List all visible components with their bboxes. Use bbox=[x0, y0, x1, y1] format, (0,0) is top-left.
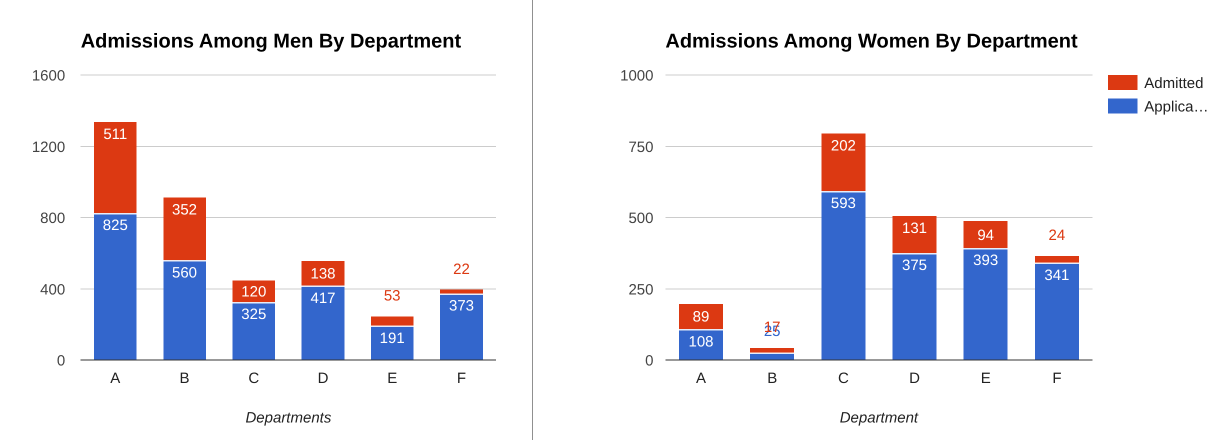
svg-text:B: B bbox=[179, 370, 189, 387]
svg-text:560: 560 bbox=[172, 264, 197, 281]
svg-text:Departments: Departments bbox=[245, 409, 331, 426]
svg-text:375: 375 bbox=[902, 257, 927, 274]
svg-text:120: 120 bbox=[241, 284, 266, 301]
svg-text:202: 202 bbox=[831, 138, 856, 155]
svg-text:94: 94 bbox=[977, 227, 994, 244]
svg-text:89: 89 bbox=[693, 309, 710, 326]
svg-text:Department: Department bbox=[840, 409, 919, 426]
svg-text:250: 250 bbox=[628, 281, 653, 298]
svg-text:393: 393 bbox=[973, 252, 998, 269]
svg-text:Admissions Among Men By Depart: Admissions Among Men By Department bbox=[81, 30, 462, 52]
svg-text:C: C bbox=[838, 370, 849, 387]
svg-text:191: 191 bbox=[380, 330, 405, 347]
svg-text:800: 800 bbox=[40, 210, 65, 227]
svg-text:1200: 1200 bbox=[32, 139, 65, 156]
svg-text:C: C bbox=[248, 370, 259, 387]
svg-text:593: 593 bbox=[831, 195, 856, 212]
svg-text:417: 417 bbox=[310, 290, 335, 307]
svg-text:131: 131 bbox=[902, 220, 927, 237]
svg-text:108: 108 bbox=[688, 333, 713, 350]
svg-text:F: F bbox=[1052, 370, 1061, 387]
svg-text:0: 0 bbox=[57, 353, 65, 370]
svg-text:138: 138 bbox=[310, 266, 335, 283]
svg-text:D: D bbox=[318, 370, 329, 387]
svg-text:750: 750 bbox=[628, 139, 653, 156]
svg-text:1600: 1600 bbox=[32, 68, 65, 85]
svg-text:A: A bbox=[110, 370, 120, 387]
svg-text:373: 373 bbox=[449, 298, 474, 315]
svg-text:825: 825 bbox=[103, 217, 128, 234]
svg-text:E: E bbox=[387, 370, 397, 387]
svg-text:25: 25 bbox=[764, 323, 781, 340]
svg-text:1000: 1000 bbox=[620, 68, 653, 85]
svg-text:500: 500 bbox=[628, 210, 653, 227]
svg-text:A: A bbox=[696, 370, 706, 387]
svg-text:511: 511 bbox=[103, 126, 127, 143]
svg-text:400: 400 bbox=[40, 281, 65, 298]
svg-text:17: 17 bbox=[764, 319, 781, 336]
svg-text:D: D bbox=[909, 370, 920, 387]
svg-text:341: 341 bbox=[1044, 267, 1069, 284]
svg-text:22: 22 bbox=[453, 261, 470, 278]
svg-text:E: E bbox=[981, 370, 991, 387]
svg-text:Admitted: Admitted bbox=[1144, 75, 1203, 92]
svg-text:B: B bbox=[767, 370, 777, 387]
svg-text:Applica…: Applica… bbox=[1144, 99, 1208, 116]
svg-text:53: 53 bbox=[384, 288, 401, 305]
svg-text:24: 24 bbox=[1049, 227, 1066, 244]
svg-text:Admissions Among Women By Depa: Admissions Among Women By Department bbox=[665, 30, 1078, 52]
svg-text:0: 0 bbox=[645, 353, 653, 370]
svg-text:F: F bbox=[457, 370, 466, 387]
svg-text:352: 352 bbox=[172, 202, 197, 219]
svg-text:325: 325 bbox=[241, 306, 266, 323]
